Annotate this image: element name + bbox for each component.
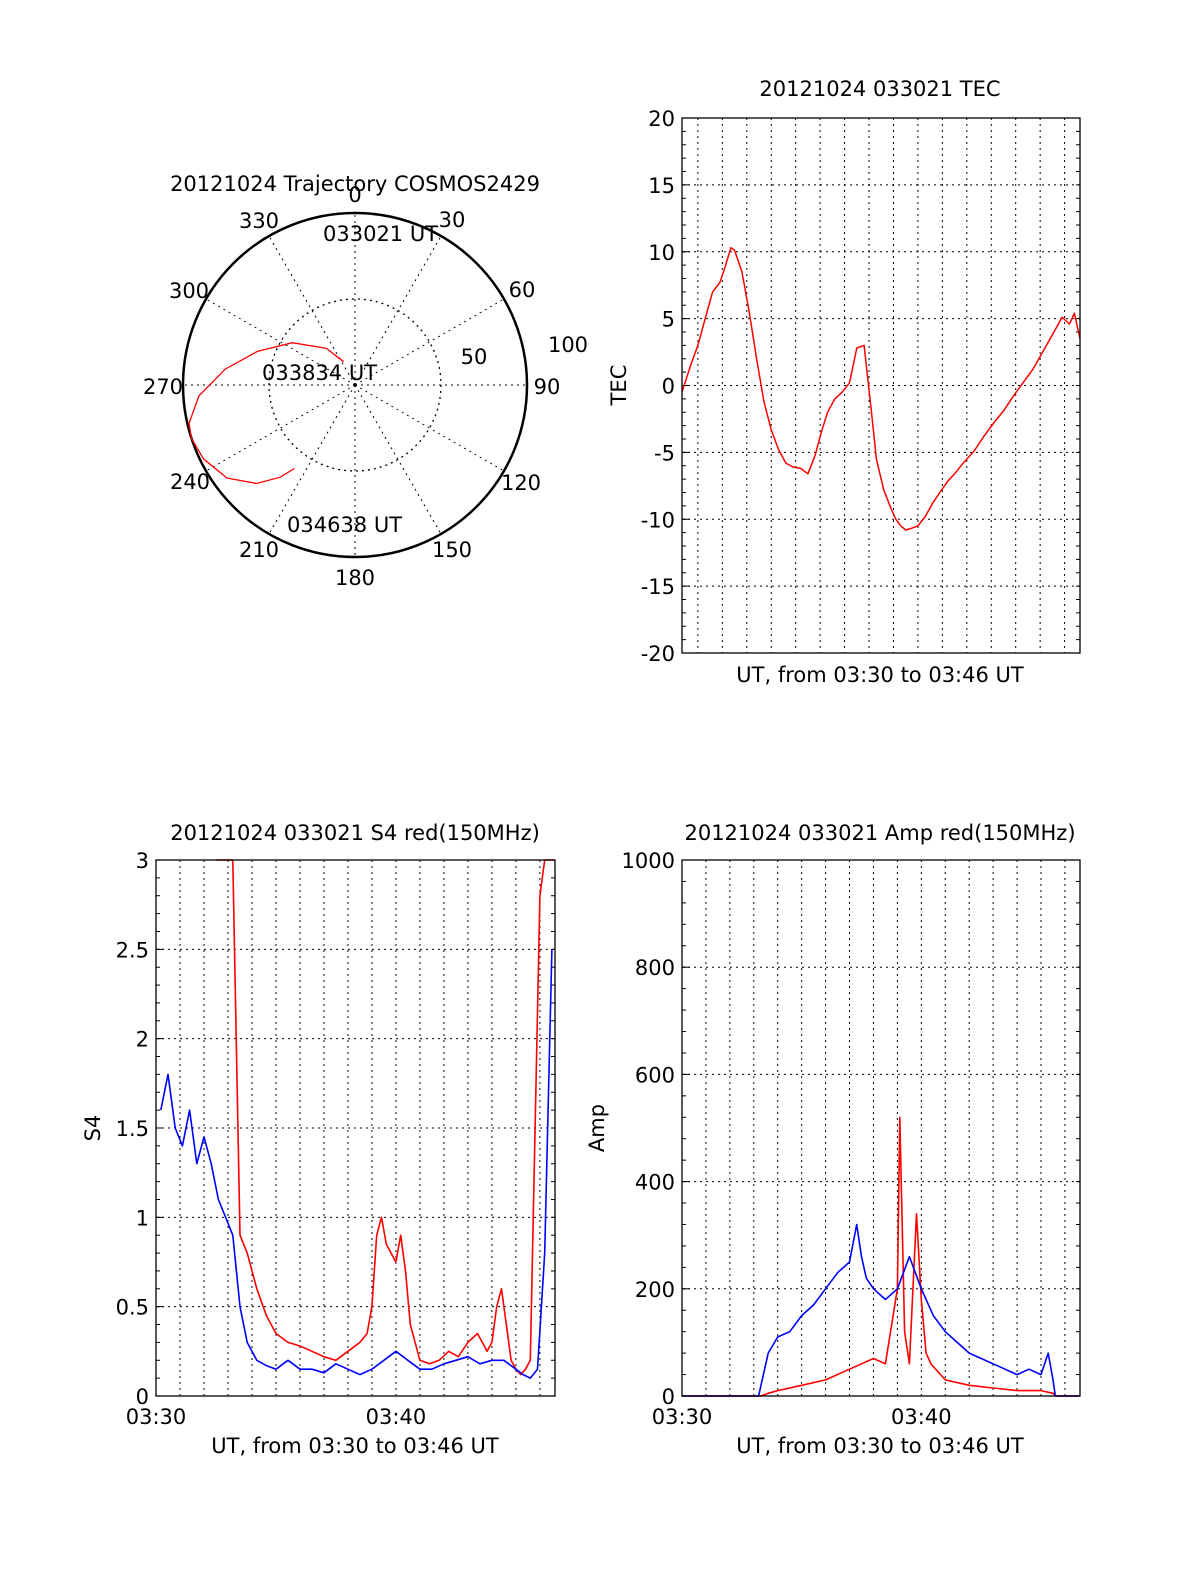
s4-ylabel: S4 xyxy=(81,1115,105,1142)
polar-spoke xyxy=(205,298,356,386)
s4-ytick-label: 1.5 xyxy=(116,1117,149,1141)
amp-plot: 20121024 033021 Amp red(150MHz) 0 200 400 6… xyxy=(585,821,1081,1458)
tec-plot: 20121024 033021 TEC -20-15-10-505101520 … xyxy=(607,77,1081,687)
polar-angle-label: 300 xyxy=(169,279,209,303)
tec-red-line xyxy=(681,246,1081,531)
polar-angle-label: 330 xyxy=(239,209,279,233)
polar-angle-label: 270 xyxy=(143,375,183,399)
amp-ylabel: Amp xyxy=(585,1104,609,1152)
tec-ytick-label: 20 xyxy=(648,107,675,131)
tec-ytick-label: 10 xyxy=(648,241,675,265)
polar-angle-label: 0 xyxy=(348,183,361,207)
polar-annotation-mid: 033834 UT xyxy=(262,361,377,385)
polar-angle-label: 120 xyxy=(501,471,541,495)
polar-angle-label: 90 xyxy=(534,375,561,399)
polar-spoke xyxy=(354,384,442,535)
s4-title: 20121024 033021 S4 red(150MHz) xyxy=(170,821,540,845)
amp-blue-line xyxy=(682,1223,1080,1397)
s4-ytick-label: 2 xyxy=(136,1028,149,1052)
polar-annotation-end: 034638 UT xyxy=(287,513,402,537)
tec-title: 20121024 033021 TEC xyxy=(759,77,1000,101)
s4-blue-line xyxy=(160,949,553,1379)
amp-frame xyxy=(681,859,1081,1397)
amp-ytick-label: 400 xyxy=(635,1171,675,1195)
polar-outer-circle xyxy=(181,211,529,559)
polar-spoke xyxy=(268,384,356,535)
amp-ytick-label: 1000 xyxy=(622,849,675,873)
tec-ytick-label: 0 xyxy=(662,375,675,399)
polar-angle-label: 240 xyxy=(170,470,210,494)
amp-ytick-label: 600 xyxy=(635,1063,675,1087)
polar-annotation-start: 033021 UT xyxy=(323,222,438,246)
tec-ytick-label: -20 xyxy=(641,642,675,666)
s4-ytick-label: 3 xyxy=(136,849,149,873)
amp-xtick-label: 03:40 xyxy=(891,1405,952,1429)
polar-spoke xyxy=(268,235,356,386)
s4-xtick-label: 03:40 xyxy=(366,1405,427,1429)
amp-ytick-label: 0 xyxy=(662,1385,675,1409)
tec-ytick-label: -5 xyxy=(654,441,675,465)
s4-ytick-label: 2.5 xyxy=(116,938,149,962)
polar-angle-label: 30 xyxy=(439,208,466,232)
trajectory-polar-plot: 20121024 Trajectory COSMOS2429 0 30 60 90 12… xyxy=(143,172,588,590)
tec-frame xyxy=(681,117,1081,654)
polar-radial-label: 50 xyxy=(461,345,488,369)
s4-ytick-label: 0.5 xyxy=(116,1296,149,1320)
tec-ytick-label: -10 xyxy=(641,508,675,532)
polar-spoke xyxy=(354,384,505,472)
tec-ytick-label: -15 xyxy=(641,575,675,599)
s4-ytick-label: 0 xyxy=(136,1385,149,1409)
amp-xlabel: UT, from 03:30 to 03:46 UT xyxy=(736,1434,1024,1458)
tec-ytick-label: 15 xyxy=(648,174,675,198)
polar-spoke xyxy=(205,384,356,472)
tec-ytick-label: 5 xyxy=(662,308,675,332)
polar-angle-label: 210 xyxy=(239,538,279,562)
tec-xlabel: UT, from 03:30 to 03:46 UT xyxy=(736,663,1024,687)
tec-ylabel: TEC xyxy=(607,365,631,407)
polar-angle-label: 150 xyxy=(432,538,472,562)
polar-radial-label: 100 xyxy=(548,333,588,357)
s4-plot: 20121024 033021 S4 red(150MHz) 0 0.5 1 1.5 2… xyxy=(81,821,556,1458)
polar-spoke xyxy=(354,298,505,386)
amp-xtick-label: 03:30 xyxy=(652,1405,713,1429)
polar-spoke xyxy=(354,235,442,386)
trajectory-line xyxy=(188,342,345,485)
amp-ytick-label: 800 xyxy=(635,956,675,980)
polar-title: 20121024 Trajectory COSMOS2429 xyxy=(170,172,540,196)
amp-red-line xyxy=(682,1116,1080,1397)
s4-red-line xyxy=(216,859,555,1376)
s4-xlabel: UT, from 03:30 to 03:46 UT xyxy=(211,1434,499,1458)
amp-ytick-label: 200 xyxy=(635,1278,675,1302)
s4-frame xyxy=(155,859,556,1397)
s4-xtick-label: 03:30 xyxy=(126,1405,187,1429)
amp-title: 20121024 033021 Amp red(150MHz) xyxy=(684,821,1075,845)
polar-angle-label: 60 xyxy=(509,278,536,302)
s4-ytick-label: 1 xyxy=(136,1206,149,1230)
polar-angle-label: 180 xyxy=(335,566,375,590)
